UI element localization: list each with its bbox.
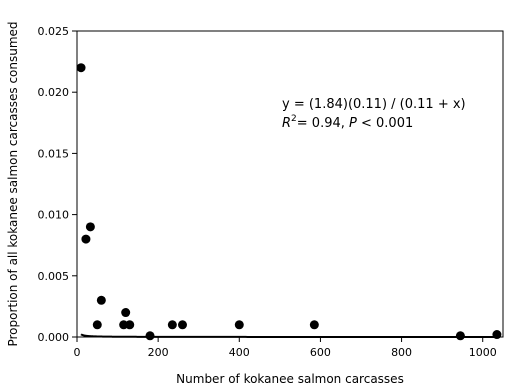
- data-point: [85, 222, 95, 232]
- data-point: [177, 320, 187, 330]
- data-point: [145, 331, 155, 341]
- r-value: = 0.94,: [297, 116, 349, 131]
- r-superscript: 2: [291, 114, 297, 124]
- y-tick-label: 0.025: [38, 25, 70, 38]
- x-tick-label: 200: [148, 346, 169, 359]
- y-axis-ticks: 0.000 0.005 0.010 0.015 0.020 0.025: [38, 25, 77, 344]
- data-point: [76, 63, 86, 73]
- y-tick-label: 0.005: [38, 270, 70, 283]
- data-point: [121, 308, 131, 318]
- data-point: [96, 295, 106, 305]
- x-tick-label: 0: [74, 346, 81, 359]
- r-symbol: R: [282, 116, 291, 131]
- data-point: [167, 320, 177, 330]
- p-value: < 0.001: [357, 116, 413, 131]
- data-point: [234, 320, 244, 330]
- data-point: [81, 234, 91, 244]
- x-tick-label: 800: [391, 346, 412, 359]
- plot-area: [76, 30, 504, 338]
- data-point: [92, 320, 102, 330]
- p-symbol: P: [349, 116, 357, 131]
- data-point: [455, 331, 465, 341]
- y-tick-label: 0.015: [38, 147, 70, 160]
- fit-curve: [80, 333, 499, 338]
- x-axis-title: Number of kokanee salmon carcasses: [176, 372, 404, 386]
- x-tick-label: 1000: [469, 346, 497, 359]
- data-point: [492, 330, 502, 340]
- x-tick-label: 400: [229, 346, 250, 359]
- data-point: [309, 320, 319, 330]
- y-axis-title: Proportion of all kokanee salmon carcass…: [6, 21, 20, 346]
- data-point: [125, 320, 135, 330]
- y-tick-label: 0.020: [38, 86, 70, 99]
- stats-annotation: R2= 0.94, P < 0.001: [282, 114, 413, 131]
- scatter-points: [76, 63, 502, 341]
- y-tick-label: 0.000: [38, 331, 70, 344]
- equation-annotation: y = (1.84)(0.11) / (0.11 + x): [282, 97, 466, 112]
- x-axis-ticks: 0 200 400 600 800 1000: [74, 337, 497, 359]
- y-tick-label: 0.010: [38, 209, 70, 222]
- x-tick-label: 600: [310, 346, 331, 359]
